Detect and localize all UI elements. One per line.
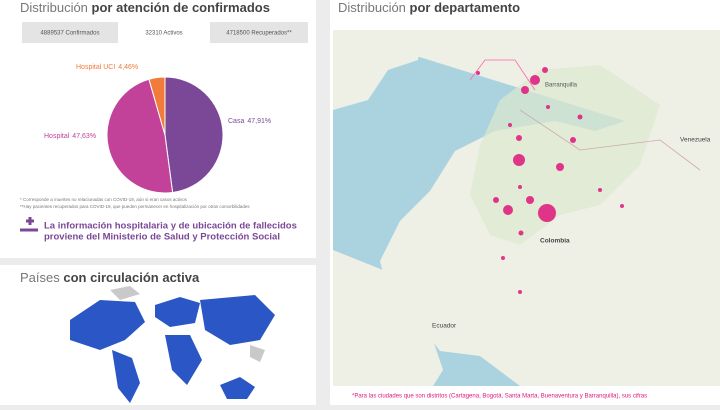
place-label: Venezuela [680,137,711,144]
tab-label[interactable]: 4718500 Recuperados** [226,31,292,37]
footnote: **Hay pacientes recuperados para COVID-1… [20,204,250,209]
pie-chart: Casa 47,91% Hospital 47,63% Hospital UCI 4,46… [44,64,271,194]
icon [20,217,38,232]
slice-value: 47,63% [72,133,96,140]
map-footnote: *Para las ciudades que son distritos (Ca… [352,394,647,400]
map [333,30,720,386]
pie-slice [148,76,166,136]
tab[interactable] [22,22,118,43]
title: Distribución por atención de confirmados [20,0,270,15]
slice-label: Casa 47,91% [228,118,271,125]
slice-value: 47,91% [247,118,271,125]
footnote: * Corresponde a muertes no relacionadas … [20,197,188,202]
card [0,265,316,405]
slice-value: 4,46% [118,64,138,71]
place-label: Ecuador [432,323,457,330]
tab-label[interactable]: 32310 Activos [145,31,182,37]
slice-label: Hospital 47,63% [44,133,96,140]
pie-slice [106,78,174,194]
place-label: Barranquilla [545,83,578,89]
place-label: Colombia [540,238,570,245]
title: Distribución por departamento [338,0,520,15]
world-map [70,286,275,403]
slice-label: Hospital UCI 4,46% [76,64,138,71]
pie-slice [164,76,224,194]
slice-category: Casa [228,118,244,125]
note: La información hospitalaria y de ubicaci… [44,221,297,232]
slice-category: Hospital UCI [76,64,115,71]
tab[interactable] [118,22,210,43]
tab-label[interactable]: 4889537 Confirmados [40,31,99,37]
note: proviene del Ministerio de Salud y Prote… [44,232,280,243]
title: Países con circulación activa [20,270,200,285]
tab[interactable] [210,22,308,43]
slice-category: Hospital [44,133,70,140]
